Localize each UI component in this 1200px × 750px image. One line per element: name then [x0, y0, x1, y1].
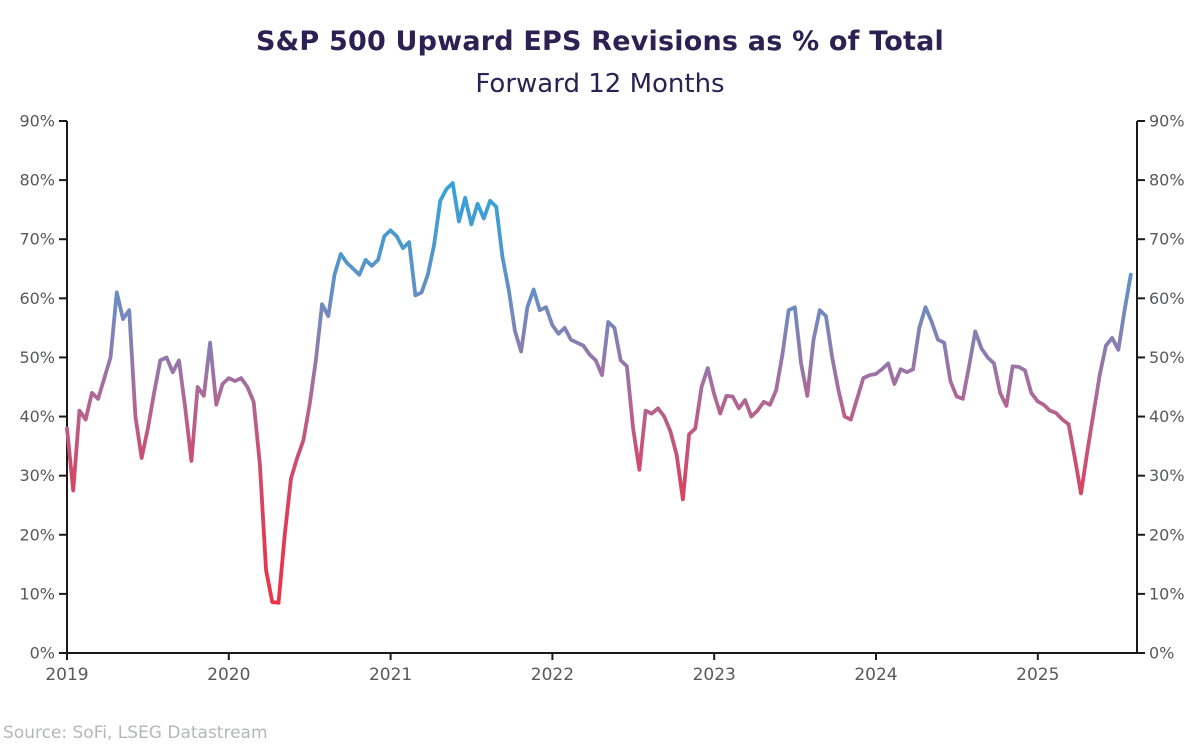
y-tick-label-left: 20%: [19, 525, 55, 544]
y-tick-label-right: 40%: [1149, 407, 1185, 426]
eps-revisions-series-line: [65, 181, 1133, 605]
x-tick-label: 2019: [45, 665, 88, 685]
y-tick-label-right: 50%: [1149, 348, 1185, 367]
y-tick-label-right: 10%: [1149, 584, 1185, 603]
x-tick-label: 2024: [854, 665, 897, 685]
y-axis-ticks: 0% 0% 10% 10% 20% 20% 30% 30% 40% 40% 50% 50% 60% 60%…: [19, 112, 1184, 663]
y-tick-label-left: 0%: [30, 644, 55, 663]
y-tick-label-left: 70%: [19, 230, 55, 249]
y-tick-label-right: 90%: [1149, 112, 1185, 131]
x-tick-label: 2023: [693, 665, 736, 685]
y-tick-label-right: 30%: [1149, 466, 1185, 485]
y-tick-label-left: 60%: [19, 289, 55, 308]
y-tick-label-left: 90%: [19, 112, 55, 131]
y-tick-label-left: 50%: [19, 348, 55, 367]
x-tick-label: 2021: [369, 665, 412, 685]
y-tick-label-right: 80%: [1149, 171, 1185, 190]
source-note: Source: SoFi, LSEG Datastream: [3, 723, 268, 743]
y-tick-label-right: 60%: [1149, 289, 1185, 308]
y-tick-label-right: 20%: [1149, 525, 1185, 544]
y-tick-label-left: 10%: [19, 584, 55, 603]
axes: [66, 121, 1138, 654]
x-axis-ticks: 2019 2020 2021 2022 2023 2024 2025: [45, 653, 1059, 685]
chart-title: S&P 500 Upward EPS Revisions as % of Tot…: [255, 26, 944, 57]
y-tick-label-left: 80%: [19, 171, 55, 190]
x-tick-label: 2020: [207, 665, 250, 685]
chart-subtitle: Forward 12 Months: [475, 69, 725, 99]
x-tick-label: 2022: [531, 665, 574, 685]
y-tick-label-left: 30%: [19, 466, 55, 485]
x-tick-label: 2025: [1016, 665, 1059, 685]
y-tick-label-right: 0%: [1149, 644, 1174, 663]
y-tick-label-right: 70%: [1149, 230, 1185, 249]
y-tick-label-left: 40%: [19, 407, 55, 426]
